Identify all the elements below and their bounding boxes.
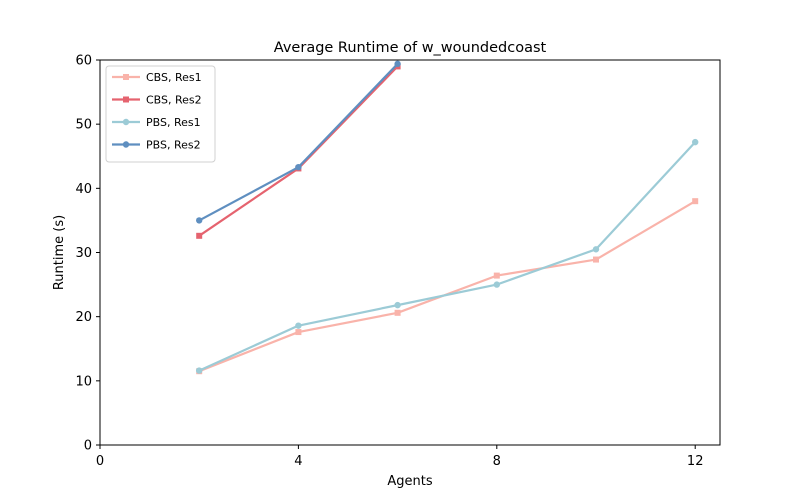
y-tick-label: 10 — [75, 374, 92, 389]
data-point — [196, 232, 203, 239]
series-3 — [196, 138, 699, 374]
legend-entry: PBS, Res2 — [112, 139, 201, 152]
legend: CBS, Res1 CBS, Res2 PBS, Res1 PBS, Res2 — [105, 65, 216, 163]
y-tick-label: 0 — [84, 439, 92, 454]
legend-entry: CBS, Res1 — [112, 71, 202, 84]
plot-area: 0 4 8 12 0 10 20 30 40 50 60 — [75, 54, 703, 470]
data-point — [593, 256, 599, 263]
legend-marker — [123, 74, 129, 80]
y-tick-label: 20 — [75, 310, 92, 325]
legend-label: PBS, Res2 — [146, 139, 201, 152]
y-tick-label: 50 — [75, 118, 92, 133]
data-point — [196, 367, 203, 374]
y-tick-label: 40 — [75, 182, 92, 197]
legend-label: CBS, Res2 — [146, 94, 202, 107]
legend-marker — [122, 141, 130, 148]
x-tick-label: 12 — [687, 454, 704, 469]
x-tick-label: 0 — [96, 454, 104, 469]
legend-marker — [123, 96, 129, 103]
data-point — [394, 301, 401, 309]
legend-entry: CBS, Res2 — [112, 94, 202, 107]
y-tick-label: 60 — [75, 54, 92, 69]
legend-label: CBS, Res1 — [146, 71, 202, 84]
data-point — [592, 246, 600, 253]
series-line — [198, 141, 697, 372]
data-point — [493, 272, 500, 279]
x-axis-label: Agents — [387, 474, 432, 489]
x-tick-label: 4 — [294, 454, 302, 469]
data-point — [295, 322, 302, 329]
data-point — [692, 138, 699, 146]
series-4 — [196, 60, 401, 224]
data-point — [493, 281, 500, 288]
legend-marker — [122, 118, 130, 126]
data-point — [394, 309, 401, 316]
chart-title: Average Runtime of w_woundedcoast — [274, 40, 547, 56]
x-tick-label: 8 — [493, 454, 501, 469]
data-point — [295, 163, 302, 171]
data-point — [394, 60, 401, 68]
data-point — [295, 329, 302, 336]
plot-frame — [99, 59, 721, 446]
legend-entry: PBS, Res1 — [112, 116, 201, 129]
legend-label: PBS, Res1 — [146, 116, 201, 129]
y-tick-label: 30 — [75, 246, 92, 261]
legend-box — [105, 65, 216, 163]
data-point — [196, 217, 203, 224]
y-axis-label: Runtime (s) — [52, 215, 67, 290]
data-point — [692, 198, 699, 205]
